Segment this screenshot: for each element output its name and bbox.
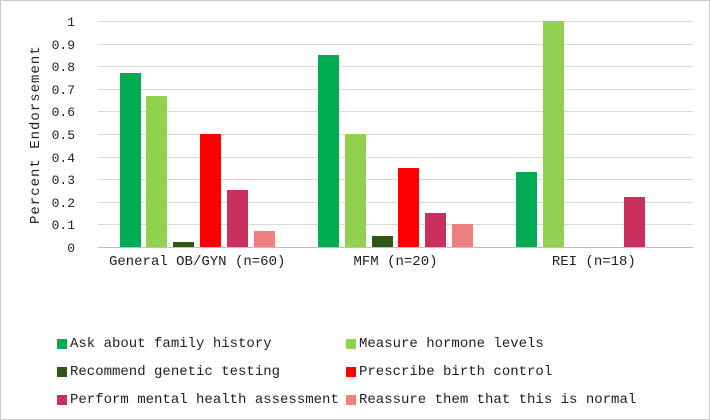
legend-color-swatch-icon [346,395,356,405]
gridline [98,201,693,203]
bar-series3-cat1 [173,242,195,247]
bar-series5-cat3 [623,197,645,247]
legend-color-swatch-icon [346,367,356,377]
gridline [98,88,693,90]
bar-series1-cat3 [516,172,538,247]
legend-item: Measure hormone levels [346,336,636,352]
x-axis-category-label: General OB/GYN (n=60) [108,254,286,270]
chart-legend: Ask about family history Measure hormone … [57,330,636,414]
legend-item: Ask about family history [57,336,346,352]
y-tick-label: 0.4 [51,150,75,166]
gridline [98,156,693,158]
bar-series2-cat3 [543,21,565,247]
legend-color-swatch-icon [57,367,67,377]
gridline [98,224,693,226]
y-tick-label: 0.1 [51,218,75,234]
legend-item-label: Reassure them that this is normal [359,392,637,408]
gridline [98,21,693,22]
legend-item: Prescribe birth control [346,364,636,380]
y-tick-label: 1 [67,15,75,30]
legend-item-label: Ask about family history [70,336,272,352]
y-tick-label: 0.6 [51,105,75,121]
bar-series1-cat1 [119,73,141,247]
bar-series6-cat1 [253,231,275,247]
legend-item: Perform mental health assessment [57,392,346,408]
bar-series1-cat2 [318,55,339,247]
bar-series4-cat1 [200,134,222,247]
legend-item-label: Measure hormone levels [359,336,544,352]
gridline [98,43,693,45]
bar-series3-cat2 [371,236,393,247]
y-tick-label: 0.9 [51,37,75,53]
y-tick-label: 0.7 [51,82,75,98]
legend-item: Recommend genetic testing [57,364,346,380]
legend-item-label: Perform mental health assessment [70,392,339,408]
x-axis-category-label: MFM (n=20) [353,254,438,270]
x-axis-category-label: REI (n=18) [551,254,636,270]
y-tick-label: 0.2 [51,195,75,211]
gridline [98,66,693,68]
bar-series2-cat2 [344,134,366,247]
bar-series6-cat2 [452,224,473,247]
y-tick-label: 0 [67,241,75,256]
legend-item-label: Prescribe birth control [359,364,553,380]
gridline [98,111,693,113]
legend-color-swatch-icon [346,339,356,349]
legend-color-swatch-icon [57,339,67,349]
gridline [98,134,693,135]
y-tick-label: 0.5 [51,128,75,143]
bar-series5-cat2 [425,213,447,247]
x-axis-labels: General OB/GYN (n=60) MFM (n=20) REI (n=18… [98,254,693,270]
y-tick-label: 0.3 [51,173,75,189]
bar-series2-cat1 [146,96,168,247]
legend-item: Reassure them that this is normal [346,392,636,408]
gridline [98,179,693,181]
plot-area [98,21,693,248]
bar-series4-cat2 [398,168,420,247]
legend-item-label: Recommend genetic testing [70,364,281,380]
x-axis-line [98,247,693,248]
y-axis-ticks: 0 0.1 0.2 0.3 0.4 0.5 0.6 0.7 0.8 0.9 1 [1,16,75,255]
bar-series5-cat1 [226,190,248,247]
legend-color-swatch-icon [57,395,67,405]
y-tick-label: 0.8 [51,60,75,76]
